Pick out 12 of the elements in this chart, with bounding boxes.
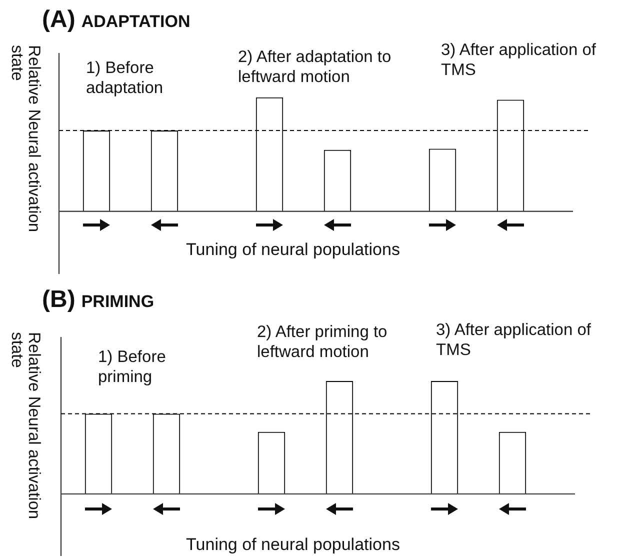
y-axis-title: Relative Neural activation state [8, 332, 43, 522]
text: 3) After application of TMS [441, 40, 598, 80]
x-axis-title: Tuning of neural populations [186, 240, 400, 260]
annotation: 1) Before priming [98, 347, 167, 387]
chart-title: (A) ADAPTATION [42, 6, 190, 34]
text: 2) After adaptation to leftward motion [238, 47, 392, 87]
text: 2) After priming to leftward motion [257, 322, 388, 362]
x-axis-title: Tuning of neural populations [186, 535, 400, 555]
text: 3) After application of TMS [436, 320, 592, 360]
chart-title: (B) PRIMING [42, 286, 154, 314]
y-axis-title: Relative Neural activation state [8, 45, 43, 234]
text: 1) Before adaptation [86, 58, 164, 98]
